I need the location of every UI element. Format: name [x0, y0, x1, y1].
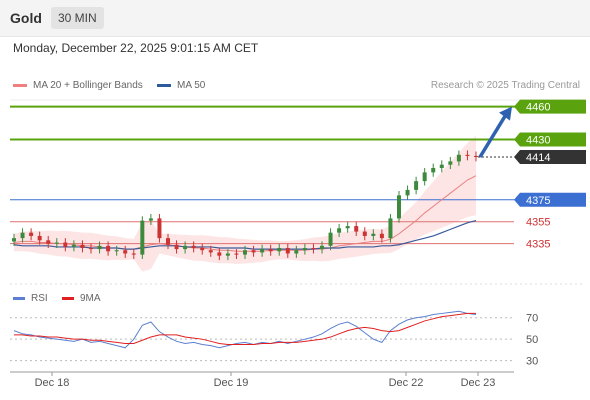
- candle-body: [294, 250, 299, 254]
- candle-body: [302, 248, 307, 251]
- level-label-4460: 4460: [526, 102, 550, 114]
- candle-body: [456, 154, 461, 162]
- candle-body: [268, 249, 273, 252]
- candle-body: [97, 245, 102, 250]
- candle-body: [388, 218, 393, 239]
- rsi-swatch: [13, 296, 25, 300]
- candle-body: [20, 232, 25, 239]
- candle-body: [285, 248, 290, 254]
- candle-body: [465, 154, 470, 156]
- level-tag-4414: [514, 150, 586, 165]
- legend-label-ma20: MA 20 + Bollinger Bands: [33, 80, 143, 91]
- candle-body: [217, 252, 222, 256]
- candle-body: [191, 245, 196, 249]
- candle-body: [200, 248, 205, 251]
- candle-body: [106, 245, 111, 252]
- rsi-series-rsi: [13, 310, 477, 349]
- candle-body: [431, 167, 436, 173]
- candle-body: [277, 248, 282, 252]
- candle-body: [157, 218, 162, 239]
- candle-body: [63, 242, 68, 247]
- candle-body: [362, 231, 367, 236]
- rsi-tick-50: 50: [526, 334, 538, 346]
- candle-body: [208, 250, 213, 253]
- timestamp: Monday, December 22, 2025 9:01:15 AM CET: [13, 41, 259, 55]
- forecast-arrow-shaft: [478, 113, 508, 158]
- candle-body: [12, 238, 16, 242]
- candle-body: [379, 233, 384, 239]
- legend-item-rsi: RSI: [13, 293, 48, 304]
- level-label-4355: 4355: [526, 217, 550, 229]
- candle-body: [166, 238, 170, 245]
- legend-label-ma50: MA 50: [177, 80, 206, 91]
- candle-body: [311, 248, 316, 250]
- candle-body: [337, 228, 342, 233]
- research-credit: Research © 2025 Trading Central: [430, 80, 580, 91]
- x-label-dec-23: Dec 23: [461, 377, 496, 389]
- legend-item-ma20: MA 20 + Bollinger Bands: [13, 80, 143, 91]
- instrument-title: Gold: [10, 10, 42, 26]
- legend-label-rsi: RSI: [31, 293, 48, 304]
- candle-body: [414, 181, 419, 190]
- candle-body: [123, 250, 128, 254]
- ma9-swatch: [62, 296, 74, 300]
- legend-label-9ma: 9MA: [80, 293, 101, 304]
- level-tag-4430: [514, 132, 586, 147]
- candle-body: [148, 218, 153, 221]
- candle-body: [183, 245, 188, 250]
- candle-body: [448, 161, 453, 165]
- forecast-arrow-head: [499, 106, 512, 121]
- candle-body: [46, 240, 51, 244]
- candle-body: [371, 233, 376, 236]
- rsi-series-9ma: [14, 312, 476, 346]
- candle-body: [260, 249, 265, 253]
- level-label-4414: 4414: [526, 152, 550, 164]
- level-label-4375: 4375: [526, 195, 550, 207]
- chart-header: Gold 30 MIN: [0, 0, 590, 37]
- rsi-tick-30: 30: [526, 356, 538, 368]
- candle-body: [354, 226, 359, 232]
- candle-body: [29, 232, 34, 236]
- candle-body: [474, 155, 478, 158]
- candle-body: [320, 245, 324, 250]
- candle-body: [243, 250, 247, 255]
- ma50-swatch: [157, 83, 171, 87]
- candle-body: [225, 253, 230, 256]
- level-label-4335: 4335: [526, 239, 550, 251]
- candle-body: [89, 248, 93, 250]
- candle-body: [174, 244, 179, 250]
- legend-item-ma50: MA 50: [157, 80, 205, 91]
- legend-item-9ma: 9MA: [62, 293, 101, 304]
- level-label-4430: 4430: [526, 134, 550, 146]
- ma20-swatch: [13, 83, 27, 87]
- candle-body: [345, 226, 350, 229]
- candle-body: [37, 235, 42, 241]
- candle-body: [234, 253, 239, 255]
- x-label-dec-18: Dec 18: [35, 377, 70, 389]
- candle-body: [397, 195, 401, 219]
- candle-body: [422, 172, 427, 182]
- candle-body: [114, 250, 119, 252]
- candle-body: [251, 250, 256, 253]
- candle-body: [140, 220, 145, 255]
- candle-body: [54, 242, 59, 244]
- level-tag-4460: [514, 99, 586, 114]
- x-label-dec-19: Dec 19: [214, 377, 249, 389]
- timeframe-selector[interactable]: 30 MIN: [51, 7, 104, 29]
- x-label-dec-22: Dec 22: [389, 377, 424, 389]
- candle-body: [405, 189, 410, 196]
- candle-body: [328, 232, 333, 246]
- candle-body: [439, 164, 444, 168]
- candle-body: [80, 244, 85, 249]
- candle-body: [71, 244, 76, 247]
- candle-body: [131, 253, 136, 255]
- bollinger-band: [14, 136, 476, 272]
- rsi-tick-70: 70: [526, 313, 538, 325]
- level-tag-4375: [514, 192, 586, 207]
